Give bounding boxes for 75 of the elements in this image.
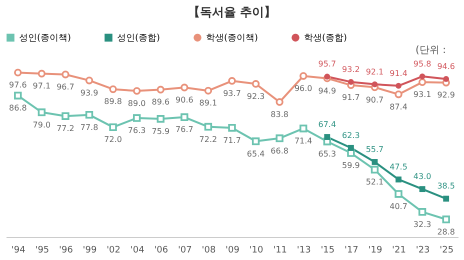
data-label: 92.9	[437, 90, 456, 100]
data-label: 89.6	[152, 98, 170, 107]
data-label: 92.1	[366, 67, 384, 76]
x-tick-label: '25	[440, 246, 454, 256]
x-tick-label: '06	[154, 246, 168, 256]
data-label: 47.5	[390, 162, 408, 172]
legend-label: 학생(종합)	[304, 34, 348, 44]
x-tick-label: '07	[178, 246, 192, 256]
data-label: 94.6	[437, 62, 456, 71]
data-label: 65.3	[318, 149, 336, 158]
x-tick-label: '02	[106, 246, 121, 256]
data-label: 75.9	[152, 126, 170, 136]
data-label: 90.6	[176, 96, 194, 105]
data-label: 55.7	[366, 144, 384, 154]
data-label: 93.7	[223, 88, 241, 98]
data-label: 65.4	[246, 149, 265, 158]
data-label: 87.4	[390, 102, 408, 112]
data-label: 96.7	[56, 82, 74, 92]
x-tick-label: '09	[226, 246, 240, 256]
data-label: 72.2	[199, 134, 218, 144]
data-label: 97.6	[8, 80, 27, 90]
x-tick-label: '23	[416, 246, 430, 256]
data-label: 96.0	[294, 84, 312, 93]
data-label: 71.7	[223, 136, 241, 145]
data-label: 86.8	[8, 104, 27, 113]
data-label: 71.4	[294, 136, 312, 146]
data-label: 59.9	[342, 161, 360, 170]
x-tick-label: '96	[59, 246, 74, 256]
data-label: 43.0	[413, 172, 432, 182]
x-tick-label: '08	[202, 246, 216, 256]
data-label: 93.2	[342, 64, 360, 74]
data-label: 89.8	[104, 97, 122, 106]
data-label: 90.7	[366, 95, 384, 104]
x-tick-label: '19	[368, 246, 382, 256]
data-label: 67.4	[318, 120, 336, 130]
data-label: 77.2	[56, 124, 74, 134]
x-tick-label: '94	[11, 246, 26, 256]
data-label: 91.4	[390, 68, 408, 78]
data-label: 94.9	[318, 86, 336, 96]
data-label: 52.1	[366, 178, 384, 187]
data-label: 83.8	[270, 110, 288, 120]
data-label: 89.0	[128, 98, 146, 108]
x-tick-label: '99	[82, 246, 97, 256]
text: (단위 :	[416, 45, 446, 56]
x-tick-label: '11	[273, 246, 288, 256]
x-tick-label: '04	[130, 246, 145, 256]
data-label: 77.8	[80, 122, 98, 132]
data-label: 93.9	[80, 88, 98, 98]
data-label: 92.3	[246, 92, 265, 101]
data-label: 76.3	[128, 126, 146, 136]
x-tick-label: '15	[320, 246, 335, 256]
x-tick-label: '21	[392, 246, 406, 256]
x-tick-label: '95	[35, 246, 50, 256]
data-label: 76.7	[176, 125, 194, 134]
data-label: 95.7	[318, 60, 336, 69]
data-label: 97.1	[32, 82, 51, 91]
x-tick-label: '13	[296, 246, 311, 256]
x-tick-label: '10	[249, 246, 264, 256]
data-label: 66.8	[270, 146, 288, 156]
data-label: 62.3	[342, 130, 360, 140]
data-label: 89.1	[199, 98, 218, 108]
data-label: 93.1	[413, 90, 432, 100]
data-label: 91.7	[342, 93, 360, 102]
data-label: 38.5	[437, 182, 456, 191]
legend-label: 학생(종이책)	[206, 34, 258, 44]
data-label: 32.3	[413, 220, 432, 229]
x-tick-label: '17	[344, 246, 358, 256]
legend-label: 성인(종이책)	[19, 34, 72, 44]
data-label: 28.8	[437, 227, 456, 236]
data-label: 40.7	[390, 202, 408, 211]
data-label: 72.0	[104, 135, 122, 144]
chart-title: 【독서율 추이】	[188, 5, 276, 19]
legend-label: 성인(종합)	[117, 34, 160, 44]
data-label: 79.0	[32, 120, 51, 130]
data-label: 95.8	[413, 59, 432, 68]
